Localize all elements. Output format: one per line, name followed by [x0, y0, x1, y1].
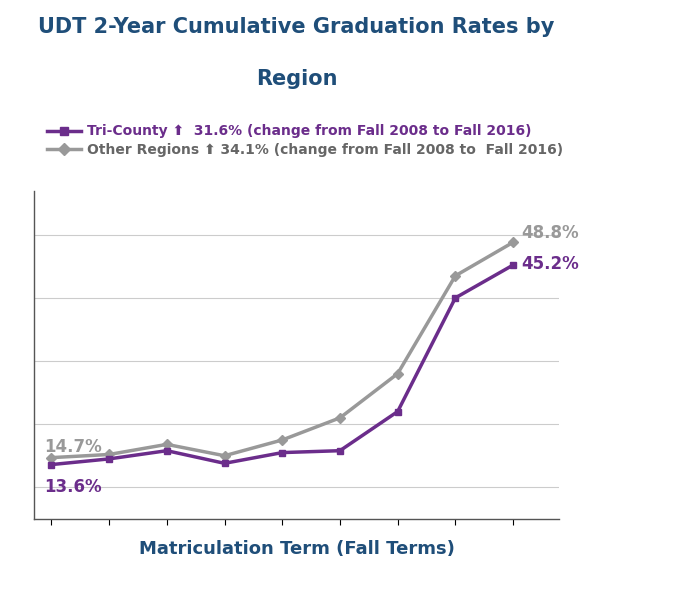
Text: 14.7%: 14.7%	[44, 438, 102, 456]
Text: Matriculation Term (Fall Terms): Matriculation Term (Fall Terms)	[138, 539, 455, 557]
Text: UDT 2-Year Cumulative Graduation Rates by: UDT 2-Year Cumulative Graduation Rates b…	[38, 17, 555, 37]
Text: 45.2%: 45.2%	[522, 255, 579, 273]
Text: 48.8%: 48.8%	[522, 224, 579, 242]
Legend: Tri-County ⬆  31.6% (change from Fall 2008 to Fall 2016), Other Regions ⬆ 34.1% : Tri-County ⬆ 31.6% (change from Fall 200…	[41, 119, 569, 162]
Text: Region: Region	[256, 69, 338, 89]
Text: 13.6%: 13.6%	[44, 478, 102, 496]
